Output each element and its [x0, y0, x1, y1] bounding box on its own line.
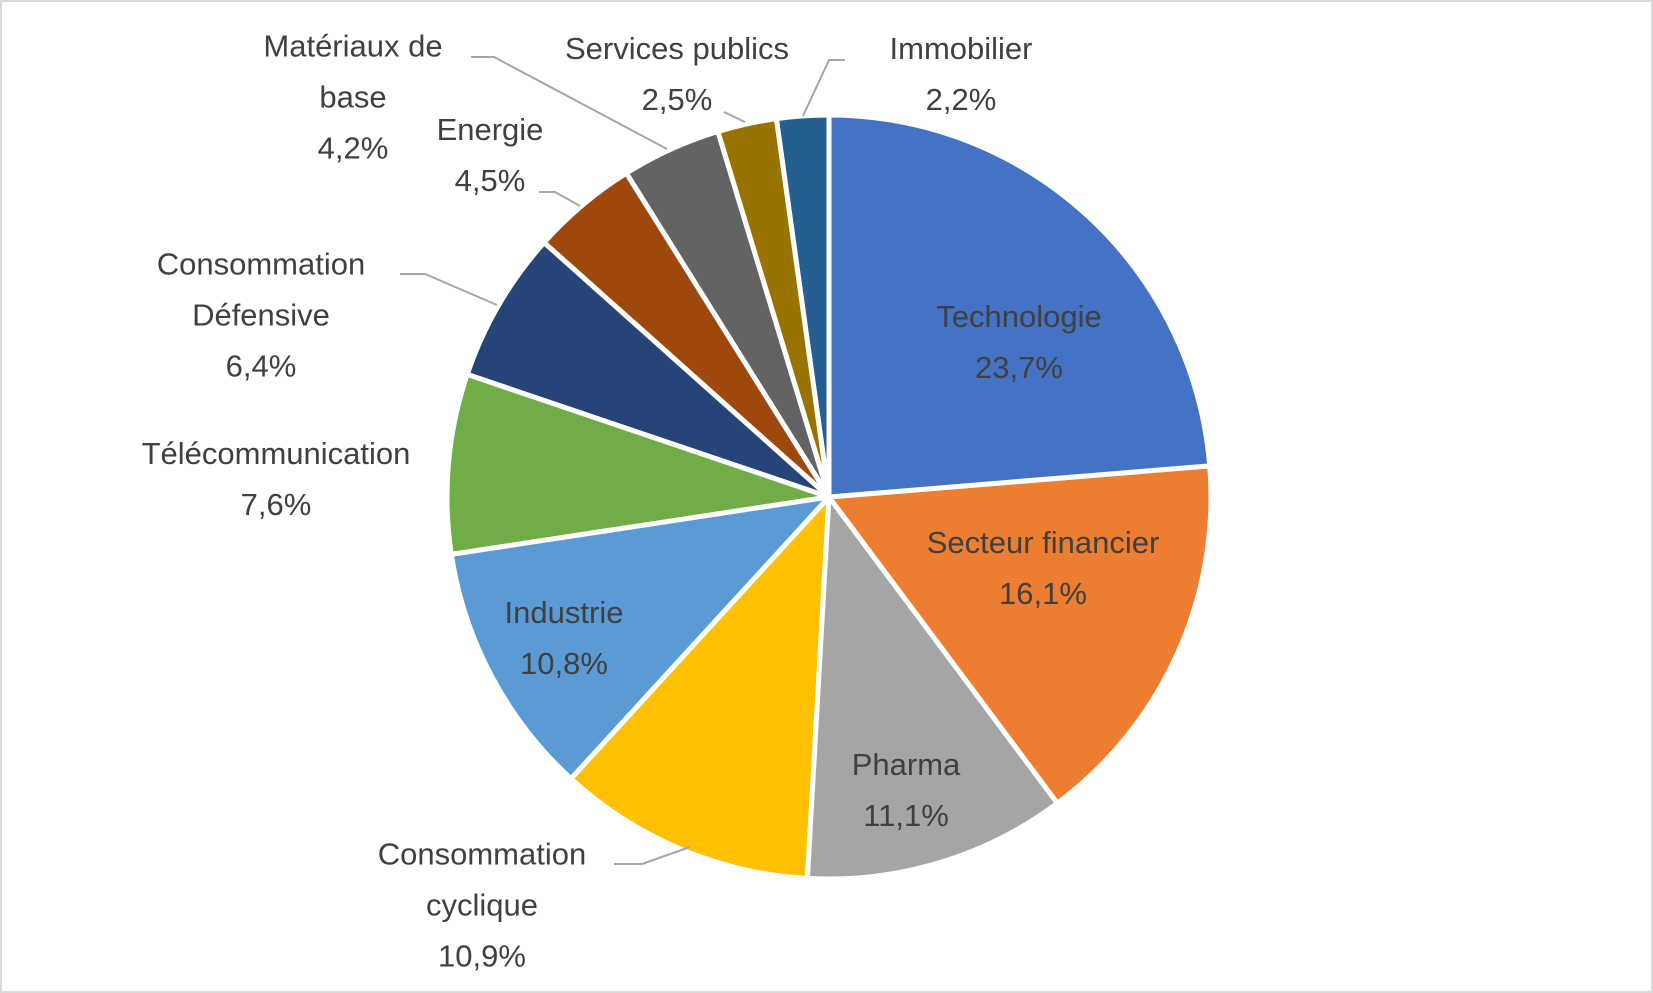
leader-line — [802, 59, 845, 117]
category-label: Secteur financier — [926, 525, 1160, 560]
category-label: Services publics — [565, 31, 789, 66]
value-label: 2,5% — [641, 82, 713, 117]
slice-label: Pharma 11,1% — [852, 739, 961, 841]
category-label: Consommation cyclique — [377, 836, 587, 923]
value-label: 4,2% — [317, 130, 389, 166]
value-label: 10,9% — [438, 938, 526, 974]
pie-slice — [464, 240, 832, 500]
category-label: Energie — [436, 112, 544, 147]
value-label: 2,2% — [925, 82, 997, 117]
leader-lines — [400, 56, 845, 865]
pie-slice — [568, 494, 832, 881]
slice-label: Technologie 23,7% — [936, 291, 1101, 393]
slice-label: Secteur financier 16,1% — [927, 517, 1160, 619]
category-label: Industrie — [504, 595, 624, 630]
slice-label: Energie 4,5% — [437, 104, 544, 206]
value-label: 7,6% — [240, 487, 312, 522]
slice-label: Industrie 10,8% — [505, 587, 624, 689]
value-label: 11,1% — [863, 798, 949, 833]
pie-slice — [448, 494, 832, 782]
leader-line — [723, 111, 746, 123]
value-label: 6,4% — [225, 348, 297, 384]
category-label: Consommation Défensive — [156, 246, 366, 333]
category-label: Matériaux de base — [263, 28, 443, 115]
category-label: Technologie — [936, 299, 1102, 334]
category-label: Pharma — [851, 747, 961, 782]
value-label: 16,1% — [999, 576, 1087, 611]
slice-label: Télécommunication 7,6% — [136, 428, 416, 530]
pie-slice — [826, 112, 1213, 500]
leader-line — [471, 56, 668, 150]
slice-label: Consommation Défensive 6,4% — [126, 239, 396, 392]
slice-label: Services publics 2,5% — [565, 23, 789, 125]
pie-slice — [804, 494, 1060, 882]
value-label: 10,8% — [520, 646, 608, 681]
value-label: 23,7% — [975, 350, 1063, 385]
leader-line — [400, 273, 498, 306]
category-label: Télécommunication — [141, 436, 411, 471]
pie-slice — [826, 463, 1214, 806]
value-label: 4,5% — [454, 163, 526, 198]
slice-label: Consommation cyclique 10,9% — [352, 829, 612, 982]
category-label: Immobilier — [889, 31, 1033, 66]
slice-label: Immobilier 2,2% — [890, 23, 1033, 125]
leader-line — [614, 846, 691, 865]
slice-label: Matériaux de base 4,2% — [233, 21, 473, 174]
leader-line — [539, 191, 581, 207]
